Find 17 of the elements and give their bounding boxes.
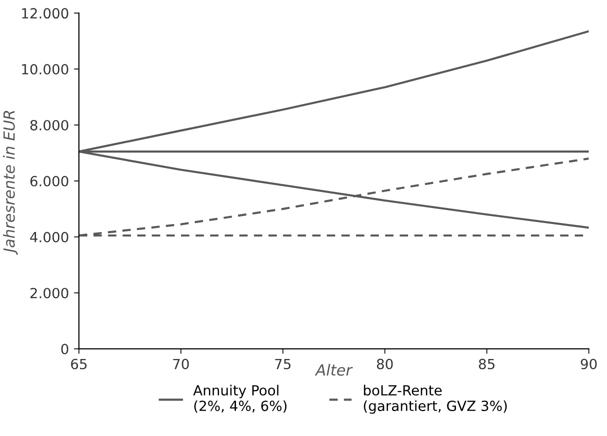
y-tick-label: 0	[61, 344, 68, 354]
y-tick-label: 10.000	[22, 64, 68, 75]
y-tick-label: 8.000	[30, 120, 68, 130]
y-tick-label: 2.000	[30, 288, 68, 298]
y-tick-label: 4.000	[30, 232, 68, 242]
legend-label: Annuity Pool (2%, 4%, 6%)	[193, 384, 286, 413]
x-tick-label: 85	[478, 358, 494, 370]
y-axis-title: Jahresrente in EUR	[3, 110, 18, 255]
x-tick-label: 90	[580, 358, 597, 370]
legend-label: boLZ-Rente (garantiert, GVZ 3%)	[364, 384, 507, 414]
x-axis-title: Alter	[314, 364, 353, 376]
y-tick-label: 12.000	[22, 8, 68, 19]
y-tick-label: 6.000	[30, 176, 68, 186]
x-tick-label: 65	[71, 358, 87, 370]
x-tick-label: 80	[376, 358, 393, 370]
x-tick-label: 70	[173, 358, 189, 370]
x-tick-label: 75	[275, 358, 290, 370]
